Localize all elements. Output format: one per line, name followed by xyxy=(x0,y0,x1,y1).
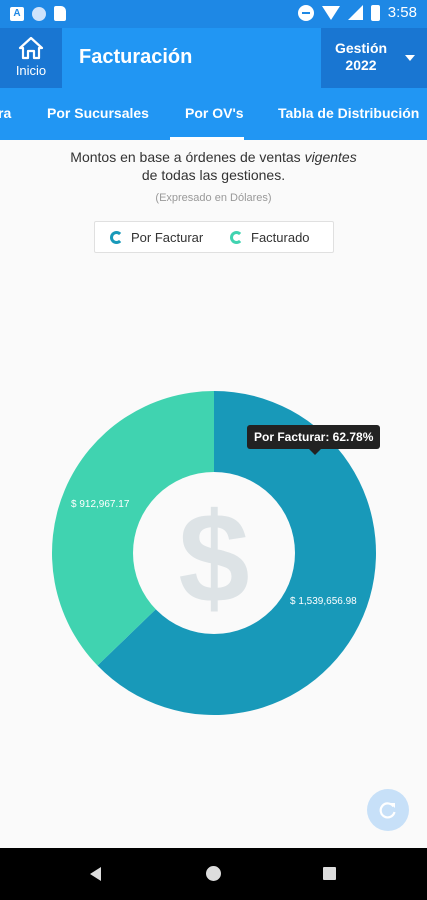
chart-legend: Por Facturar Facturado xyxy=(94,221,334,253)
notification-app-icon: A xyxy=(10,6,24,21)
system-nav-bar xyxy=(0,848,427,900)
donut-chart: $ $ 1,539,656.98 $ 912,967.17 xyxy=(0,370,427,740)
tab-bar: ra Por Sucursales Por OV's Tabla de Dist… xyxy=(0,88,427,140)
donut-chart-svg: $ xyxy=(52,391,377,715)
signal-icon xyxy=(347,5,363,20)
page-title: Facturación xyxy=(79,46,193,68)
year-selector[interactable]: Gestión 2022 xyxy=(321,28,427,88)
subtitle-line2: de todas las gestiones. xyxy=(141,167,286,183)
tab-por-sucursales[interactable]: Por Sucursales xyxy=(47,105,149,121)
battery-icon xyxy=(370,4,380,21)
tab-tabla-distribucion[interactable]: Tabla de Distribución xyxy=(278,105,420,121)
home-label: Inicio xyxy=(15,63,47,78)
tab-partial[interactable]: ra xyxy=(0,105,12,121)
legend-label: Facturado xyxy=(251,230,310,245)
svg-text:$: $ xyxy=(178,487,249,630)
recent-apps-icon[interactable] xyxy=(323,867,336,880)
tab-indicator xyxy=(170,137,244,140)
legend-item-facturado[interactable]: Facturado xyxy=(230,230,310,245)
donut-slice-facturado[interactable] xyxy=(52,391,215,666)
currency-note: (Expresado en Dólares) xyxy=(155,192,272,204)
slice-label-por-facturar: $ 1,539,656.98 xyxy=(290,596,357,607)
back-icon[interactable] xyxy=(90,867,101,881)
home-button[interactable]: Inicio xyxy=(0,28,62,88)
do-not-disturb-icon xyxy=(297,4,314,21)
donut-hole xyxy=(133,472,295,634)
wifi-icon xyxy=(321,5,340,20)
tab-por-ovs[interactable]: Por OV's xyxy=(185,105,244,121)
app-bar: Inicio Facturación Gestión 2022 xyxy=(0,28,427,88)
status-time: 3:58 xyxy=(387,4,417,21)
sd-card-icon xyxy=(54,6,66,21)
legend-item-por-facturar[interactable]: Por Facturar xyxy=(110,230,203,245)
refresh-button[interactable] xyxy=(367,789,409,831)
legend-label: Por Facturar xyxy=(131,230,204,245)
slice-label-facturado: $ 912,967.17 xyxy=(71,499,130,510)
home-icon xyxy=(18,36,44,60)
chart-subtitle: Montos en base a órdenes de ventas vigen… xyxy=(0,148,427,184)
home-nav-icon[interactable] xyxy=(206,866,221,881)
dollar-icon: $ xyxy=(178,487,249,630)
subtitle-emphasis: vigentes xyxy=(304,149,357,165)
chevron-down-icon xyxy=(405,55,415,61)
subtitle-text: Montos en base a órdenes de ventas xyxy=(70,149,305,165)
year-selector-label: Gestión xyxy=(334,40,388,56)
status-bar: A 3:58 xyxy=(0,0,427,28)
year-selector-value: 2022 xyxy=(345,57,377,73)
legend-donut-icon xyxy=(230,231,243,244)
refresh-icon xyxy=(379,802,396,819)
chart-tooltip: Por Facturar: 62.78% xyxy=(247,425,381,455)
notification-circle-icon xyxy=(32,6,46,21)
legend-donut-icon xyxy=(110,231,123,244)
